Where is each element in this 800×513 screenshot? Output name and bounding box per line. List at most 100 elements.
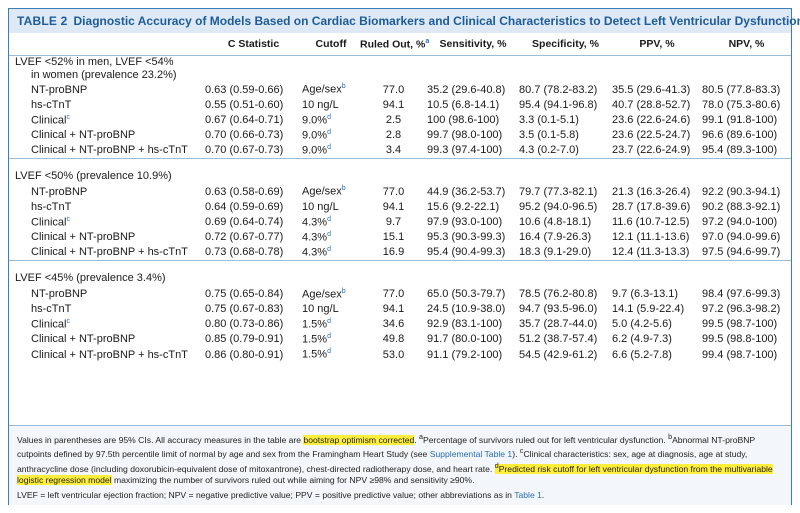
cutoff-cell: 9.0%d [302, 128, 331, 142]
ppv-cell: 35.5 (29.6-41.3) [612, 83, 691, 96]
c-statistic-cell: 0.75 (0.67-0.83) [205, 303, 284, 316]
sensitivity-cell: 92.9 (83.1-100) [427, 318, 503, 331]
group-separator [9, 157, 791, 169]
table-row: NT-proBNP 0.63 (0.58-0.69) Age/sexb 77.0 44.… [9, 184, 791, 199]
model-cell: Clinical + NT-proBNP + hs-cTnT [31, 246, 188, 259]
npv-cell: 80.5 (77.8-83.3) [702, 83, 781, 96]
specificity-cell: 51.2 (38.7-57.4) [519, 333, 598, 346]
c-statistic-cell: 0.64 (0.59-0.69) [205, 200, 284, 213]
npv-cell: 98.4 (97.6-99.3) [702, 287, 781, 300]
specificity-cell: 79.7 (77.3-82.1) [519, 185, 598, 198]
c-statistic-cell: 0.67 (0.64-0.71) [205, 113, 284, 126]
cutoff-cell: Age/sexb [302, 185, 346, 199]
ppv-cell: 11.6 (10.7-12.5) [612, 216, 690, 229]
table-frame: TABLE 2 Diagnostic Accuracy of Models Ba… [8, 8, 800, 505]
model-cell: Clinical + NT-proBNP [31, 231, 136, 244]
table1-link[interactable]: Table 1 [514, 489, 542, 500]
c-statistic-cell: 0.63 (0.59-0.66) [205, 83, 284, 96]
accuracy-table: C Statistic Cutoff Ruled Out, %a Sensiti… [9, 33, 791, 362]
table-row: Clinicalc 0.80 (0.73-0.86) 1.5%d 34.6 92.9 (… [9, 317, 791, 332]
specificity-cell: 3.5 (0.1-5.8) [519, 129, 579, 142]
supplemental-table-link[interactable]: Supplemental Table 1 [429, 449, 513, 460]
table-footnotes: Values in parentheses are 95% CIs. All a… [9, 425, 791, 505]
model-cell: Clinical + NT-proBNP + hs-cTnT [31, 348, 188, 361]
c-statistic-cell: 0.70 (0.66-0.73) [205, 129, 284, 142]
cutoff-cell: Age/sexb [302, 83, 346, 96]
table-label: TABLE 2 [17, 14, 68, 28]
model-cell: NT-proBNP [31, 287, 88, 300]
c-statistic-cell: 0.75 (0.65-0.84) [205, 287, 284, 300]
npv-cell: 90.2 (88.3-92.1) [702, 200, 781, 213]
cutoff-cell: 4.3%d [302, 215, 331, 229]
npv-cell: 97.2 (94.0-100) [702, 216, 778, 229]
model-cell: hs-cTnT [31, 303, 72, 316]
model-cell: NT-proBNP [31, 185, 88, 198]
sensitivity-cell: 95.4 (90.4-99.3) [427, 246, 506, 259]
header-c-statistic: C Statistic [205, 33, 302, 56]
table-row: NT-proBNP 0.75 (0.65-0.84) Age/sexb 77.0 65.… [9, 286, 791, 301]
ppv-cell: 5.0 (4.2-5.6) [612, 318, 672, 331]
sensitivity-cell: 97.9 (93.0-100) [427, 216, 503, 229]
specificity-cell: 35.7 (28.7-44.0) [519, 318, 598, 331]
ruled-out-cell: 16.9 [382, 246, 405, 259]
npv-cell: 96.6 (89.6-100) [702, 129, 778, 142]
table-row: Clinicalc 0.67 (0.64-0.71) 9.0%d 2.5 100 (98… [9, 112, 791, 127]
ppv-cell: 6.2 (4.9-7.3) [612, 333, 672, 346]
npv-cell: 99.4 (98.7-100) [702, 348, 778, 361]
sensitivity-cell: 91.7 (80.0-100) [427, 333, 503, 346]
sensitivity-cell: 95.3 (90.3-99.3) [427, 231, 506, 244]
c-statistic-cell: 0.80 (0.73-0.86) [205, 318, 284, 331]
ppv-cell: 14.1 (5.9-22.4) [612, 303, 685, 316]
group-separator [9, 260, 791, 272]
c-statistic-cell: 0.72 (0.67-0.77) [205, 231, 284, 244]
ruled-out-cell: 77.0 [382, 185, 405, 198]
sensitivity-cell: 35.2 (29.6-40.8) [427, 83, 506, 96]
model-cell: Clinical + NT-proBNP + hs-cTnT [31, 144, 188, 157]
ruled-out-cell: 94.1 [382, 200, 405, 213]
group-header-row: LVEF <45% (prevalence 3.4%) [9, 271, 791, 286]
header-cutoff: Cutoff [302, 33, 360, 56]
sensitivity-cell: 24.5 (10.9-38.0) [427, 303, 506, 316]
model-cell: NT-proBNP [31, 83, 88, 96]
model-cell: Clinical + NT-proBNP [31, 129, 136, 142]
ruled-out-cell: 15.1 [382, 231, 405, 244]
abbreviations: LVEF = left ventricular ejection fractio… [17, 489, 545, 500]
header-ppv: PPV, % [612, 33, 702, 56]
cutoff-cell: Age/sexb [302, 287, 346, 301]
specificity-cell: 4.3 (0.2-7.0) [519, 144, 579, 157]
table-body: LVEF <52% in men, LVEF <54% in women (pre… [9, 56, 791, 363]
table-title: TABLE 2 Diagnostic Accuracy of Models Ba… [9, 9, 800, 33]
sensitivity-cell: 44.9 (36.2-53.7) [427, 185, 506, 198]
specificity-cell: 78.5 (76.2-80.8) [519, 287, 598, 300]
header-npv: NPV, % [702, 33, 791, 56]
table-row: Clinical + NT-proBNP + hs-cTnT 0.70 (0.67… [9, 143, 791, 159]
cutoff-cell: 1.5%d [302, 333, 331, 346]
sensitivity-cell: 65.0 (50.3-79.7) [427, 287, 506, 300]
group-header-row: LVEF <50% (prevalence 10.9%) [9, 169, 791, 184]
cutoff-cell: 10 ng/L [302, 303, 339, 316]
specificity-cell: 95.4 (94.1-96.8) [519, 98, 598, 111]
npv-cell: 99.5 (98.8-100) [702, 333, 778, 346]
table-row: hs-cTnT 0.75 (0.67-0.83) 10 ng/L 94.1 24.5 (… [9, 301, 791, 316]
specificity-cell: 80.7 (78.2-83.2) [519, 83, 598, 96]
footnote-a-mark: a [425, 37, 430, 45]
ruled-out-cell: 9.7 [385, 216, 402, 229]
cutoff-cell: 1.5%d [302, 317, 331, 331]
table-row: Clinical + NT-proBNP 0.72 (0.67-0.77) 4.3%… [9, 230, 791, 245]
model-cell: Clinical + NT-proBNP [31, 333, 136, 346]
specificity-cell: 95.2 (94.0-96.5) [519, 200, 598, 213]
table-row: Clinical + NT-proBNP 0.70 (0.66-0.73) 9.0%… [9, 128, 791, 143]
model-cell: Clinicalc [31, 113, 70, 127]
c-statistic-cell: 0.73 (0.68-0.78) [205, 246, 284, 259]
group-header: LVEF <52% in men, LVEF <54% in women (pre… [15, 56, 177, 81]
ppv-cell: 9.7 (6.3-13.1) [612, 287, 679, 300]
sensitivity-cell: 10.5 (6.8-14.1) [427, 98, 500, 111]
footnote-paragraph: Values in parentheses are 95% CIs. All a… [17, 433, 773, 486]
npv-cell: 92.2 (90.3-94.1) [702, 185, 781, 198]
table-row: Clinical + NT-proBNP + hs-cTnT 0.86 (0.80… [9, 347, 791, 362]
sensitivity-cell: 15.6 (9.2-22.1) [427, 200, 500, 213]
table-row: hs-cTnT 0.55 (0.51-0.60) 10 ng/L 94.1 10.5 (… [9, 97, 791, 112]
npv-cell: 95.4 (89.3-100) [702, 144, 778, 157]
table-row: Clinical + NT-proBNP + hs-cTnT 0.73 (0.68… [9, 245, 791, 261]
specificity-cell: 10.6 (4.8-18.1) [519, 216, 592, 229]
